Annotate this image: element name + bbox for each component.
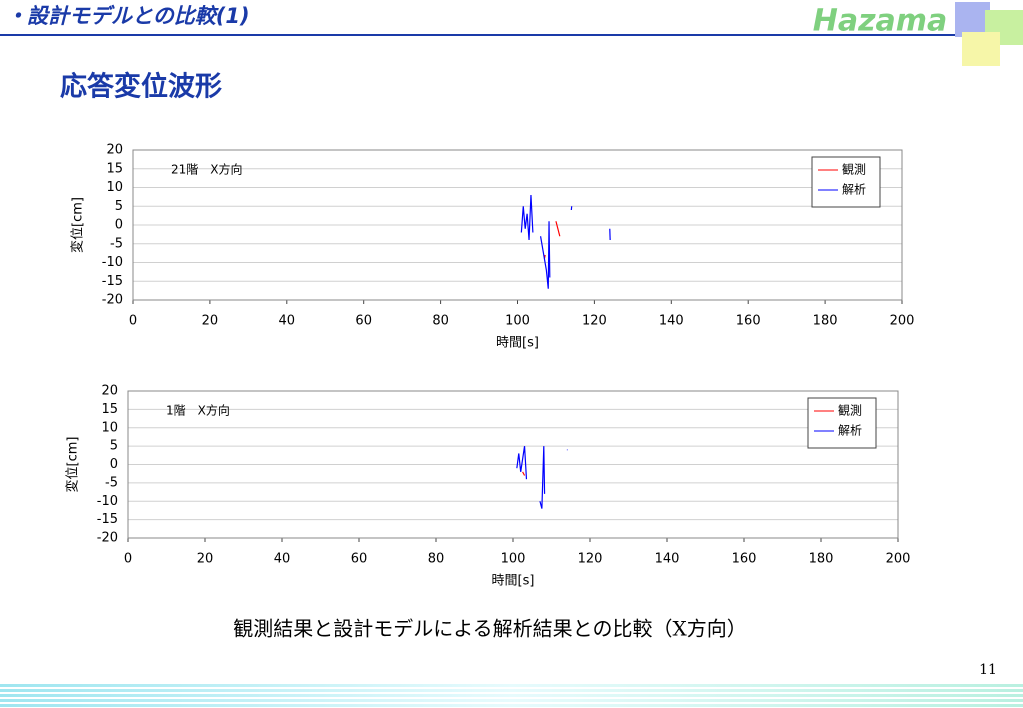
x-axis-label: 時間[s] [492, 574, 535, 589]
y-tick-label: 5 [110, 439, 118, 454]
caption: 観測結果と設計モデルによる解析結果との比較（X方向） [233, 617, 746, 641]
y-tick-label: -10 [102, 255, 123, 270]
y-tick-label: 15 [101, 402, 118, 417]
legend-label: 解析 [842, 183, 866, 197]
x-tick-label: 0 [124, 552, 132, 567]
x-tick-label: 20 [202, 314, 219, 329]
y-tick-label: -10 [97, 494, 118, 509]
data-line [522, 471, 526, 476]
y-tick-label: -20 [102, 293, 123, 308]
data-line [516, 446, 528, 480]
data-line [539, 446, 546, 509]
data-line [539, 221, 551, 289]
y-tick-label: -5 [110, 236, 123, 251]
y-axis-label: 変位[cm] [70, 197, 86, 253]
logo: Hazama [813, 4, 948, 39]
y-tick-label: 0 [115, 218, 123, 233]
slide-title: 応答変位波形 [60, 71, 222, 103]
x-tick-label: 40 [274, 552, 291, 567]
data-line [520, 194, 534, 241]
x-tick-label: 140 [659, 314, 684, 329]
y-tick-label: 5 [115, 199, 123, 214]
legend-label: 観測 [842, 163, 866, 177]
y-tick-label: 20 [106, 143, 123, 158]
legend-box [807, 397, 877, 449]
header-title: ・設計モデルとの比較(1) [6, 4, 250, 28]
plot-border [127, 390, 899, 539]
x-tick-label: 200 [890, 314, 915, 329]
x-tick-label: 60 [351, 552, 368, 567]
footer-stripes [0, 684, 1023, 707]
legend-label: 観測 [838, 404, 862, 418]
y-tick-label: 0 [110, 457, 118, 472]
y-tick-label: -15 [102, 274, 123, 289]
y-tick-label: -5 [105, 475, 118, 490]
y-axis-label: 変位[cm] [65, 437, 81, 493]
x-tick-label: 200 [886, 552, 911, 567]
legend-label: 解析 [838, 424, 862, 438]
y-tick-label: -20 [97, 531, 118, 546]
y-tick-label: 15 [106, 161, 123, 176]
logo-square [962, 32, 1000, 66]
x-tick-label: 120 [578, 552, 603, 567]
y-tick-label: 10 [106, 180, 123, 195]
x-tick-label: 0 [129, 314, 137, 329]
plot-border [132, 149, 903, 301]
page-number: 11 [979, 662, 997, 678]
x-tick-label: 20 [197, 552, 214, 567]
x-tick-label: 160 [732, 552, 757, 567]
x-axis-label: 時間[s] [496, 336, 539, 351]
x-tick-label: 80 [428, 552, 445, 567]
logo-square [955, 2, 990, 37]
annotation: 1階 X方向 [166, 403, 230, 418]
x-tick-label: 100 [501, 552, 526, 567]
x-tick-label: 120 [582, 314, 607, 329]
y-tick-label: 10 [101, 420, 118, 435]
x-tick-label: 80 [432, 314, 449, 329]
y-tick-label: -15 [97, 512, 118, 527]
annotation: 21階 X方向 [171, 162, 243, 177]
data-line [555, 221, 561, 237]
x-tick-label: 40 [279, 314, 296, 329]
y-tick-label: 20 [101, 384, 118, 399]
x-tick-label: 180 [813, 314, 838, 329]
x-tick-label: 160 [736, 314, 761, 329]
x-tick-label: 60 [355, 314, 372, 329]
x-tick-label: 180 [809, 552, 834, 567]
x-tick-label: 140 [655, 552, 680, 567]
legend-box [811, 156, 881, 208]
x-tick-label: 100 [505, 314, 530, 329]
